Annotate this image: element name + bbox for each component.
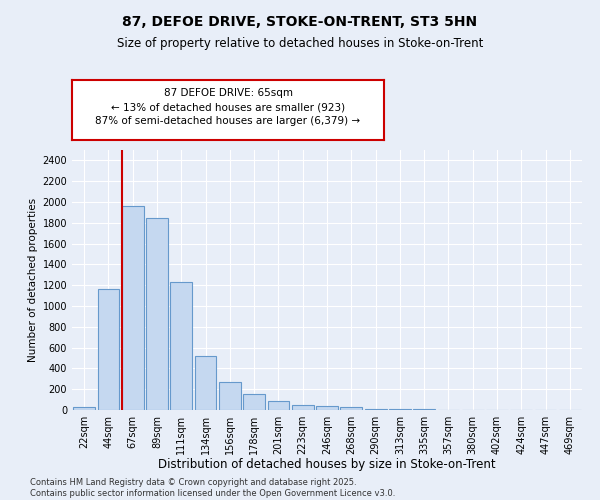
Bar [243, 394, 265, 410]
Text: 87 DEFOE DRIVE: 65sqm
← 13% of detached houses are smaller (923)
87% of semi-det: 87 DEFOE DRIVE: 65sqm ← 13% of detached … [95, 88, 361, 126]
Bar [365, 409, 386, 410]
Bar [268, 401, 289, 410]
Bar [97, 289, 119, 410]
Bar [194, 356, 217, 410]
Bar [340, 407, 362, 410]
Text: Size of property relative to detached houses in Stoke-on-Trent: Size of property relative to detached ho… [117, 38, 483, 51]
Bar [219, 382, 241, 410]
Bar [146, 218, 168, 410]
Bar [122, 206, 143, 410]
Bar [73, 408, 95, 410]
Bar [170, 282, 192, 410]
Y-axis label: Number of detached properties: Number of detached properties [28, 198, 38, 362]
X-axis label: Distribution of detached houses by size in Stoke-on-Trent: Distribution of detached houses by size … [158, 458, 496, 471]
Text: Contains HM Land Registry data © Crown copyright and database right 2025.
Contai: Contains HM Land Registry data © Crown c… [30, 478, 395, 498]
Bar [316, 406, 338, 410]
Bar [292, 406, 314, 410]
Text: 87, DEFOE DRIVE, STOKE-ON-TRENT, ST3 5HN: 87, DEFOE DRIVE, STOKE-ON-TRENT, ST3 5HN [122, 15, 478, 29]
